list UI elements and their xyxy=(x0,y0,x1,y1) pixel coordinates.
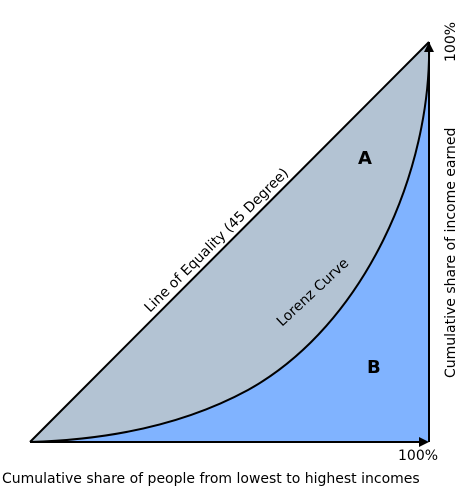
y-axis-title: Cumulative share of income earned xyxy=(443,128,459,378)
x-axis-max-label: 100% xyxy=(398,448,438,464)
x-axis-title: Cumulative share of people from lowest t… xyxy=(2,471,420,487)
region-b-label: B xyxy=(367,357,381,378)
region-a-label: A xyxy=(358,148,372,169)
region-b-area xyxy=(30,42,430,442)
y-axis-max-label: 100% xyxy=(443,22,459,62)
lorenz-curve-line xyxy=(29,41,431,443)
line-of-equality xyxy=(29,41,430,443)
